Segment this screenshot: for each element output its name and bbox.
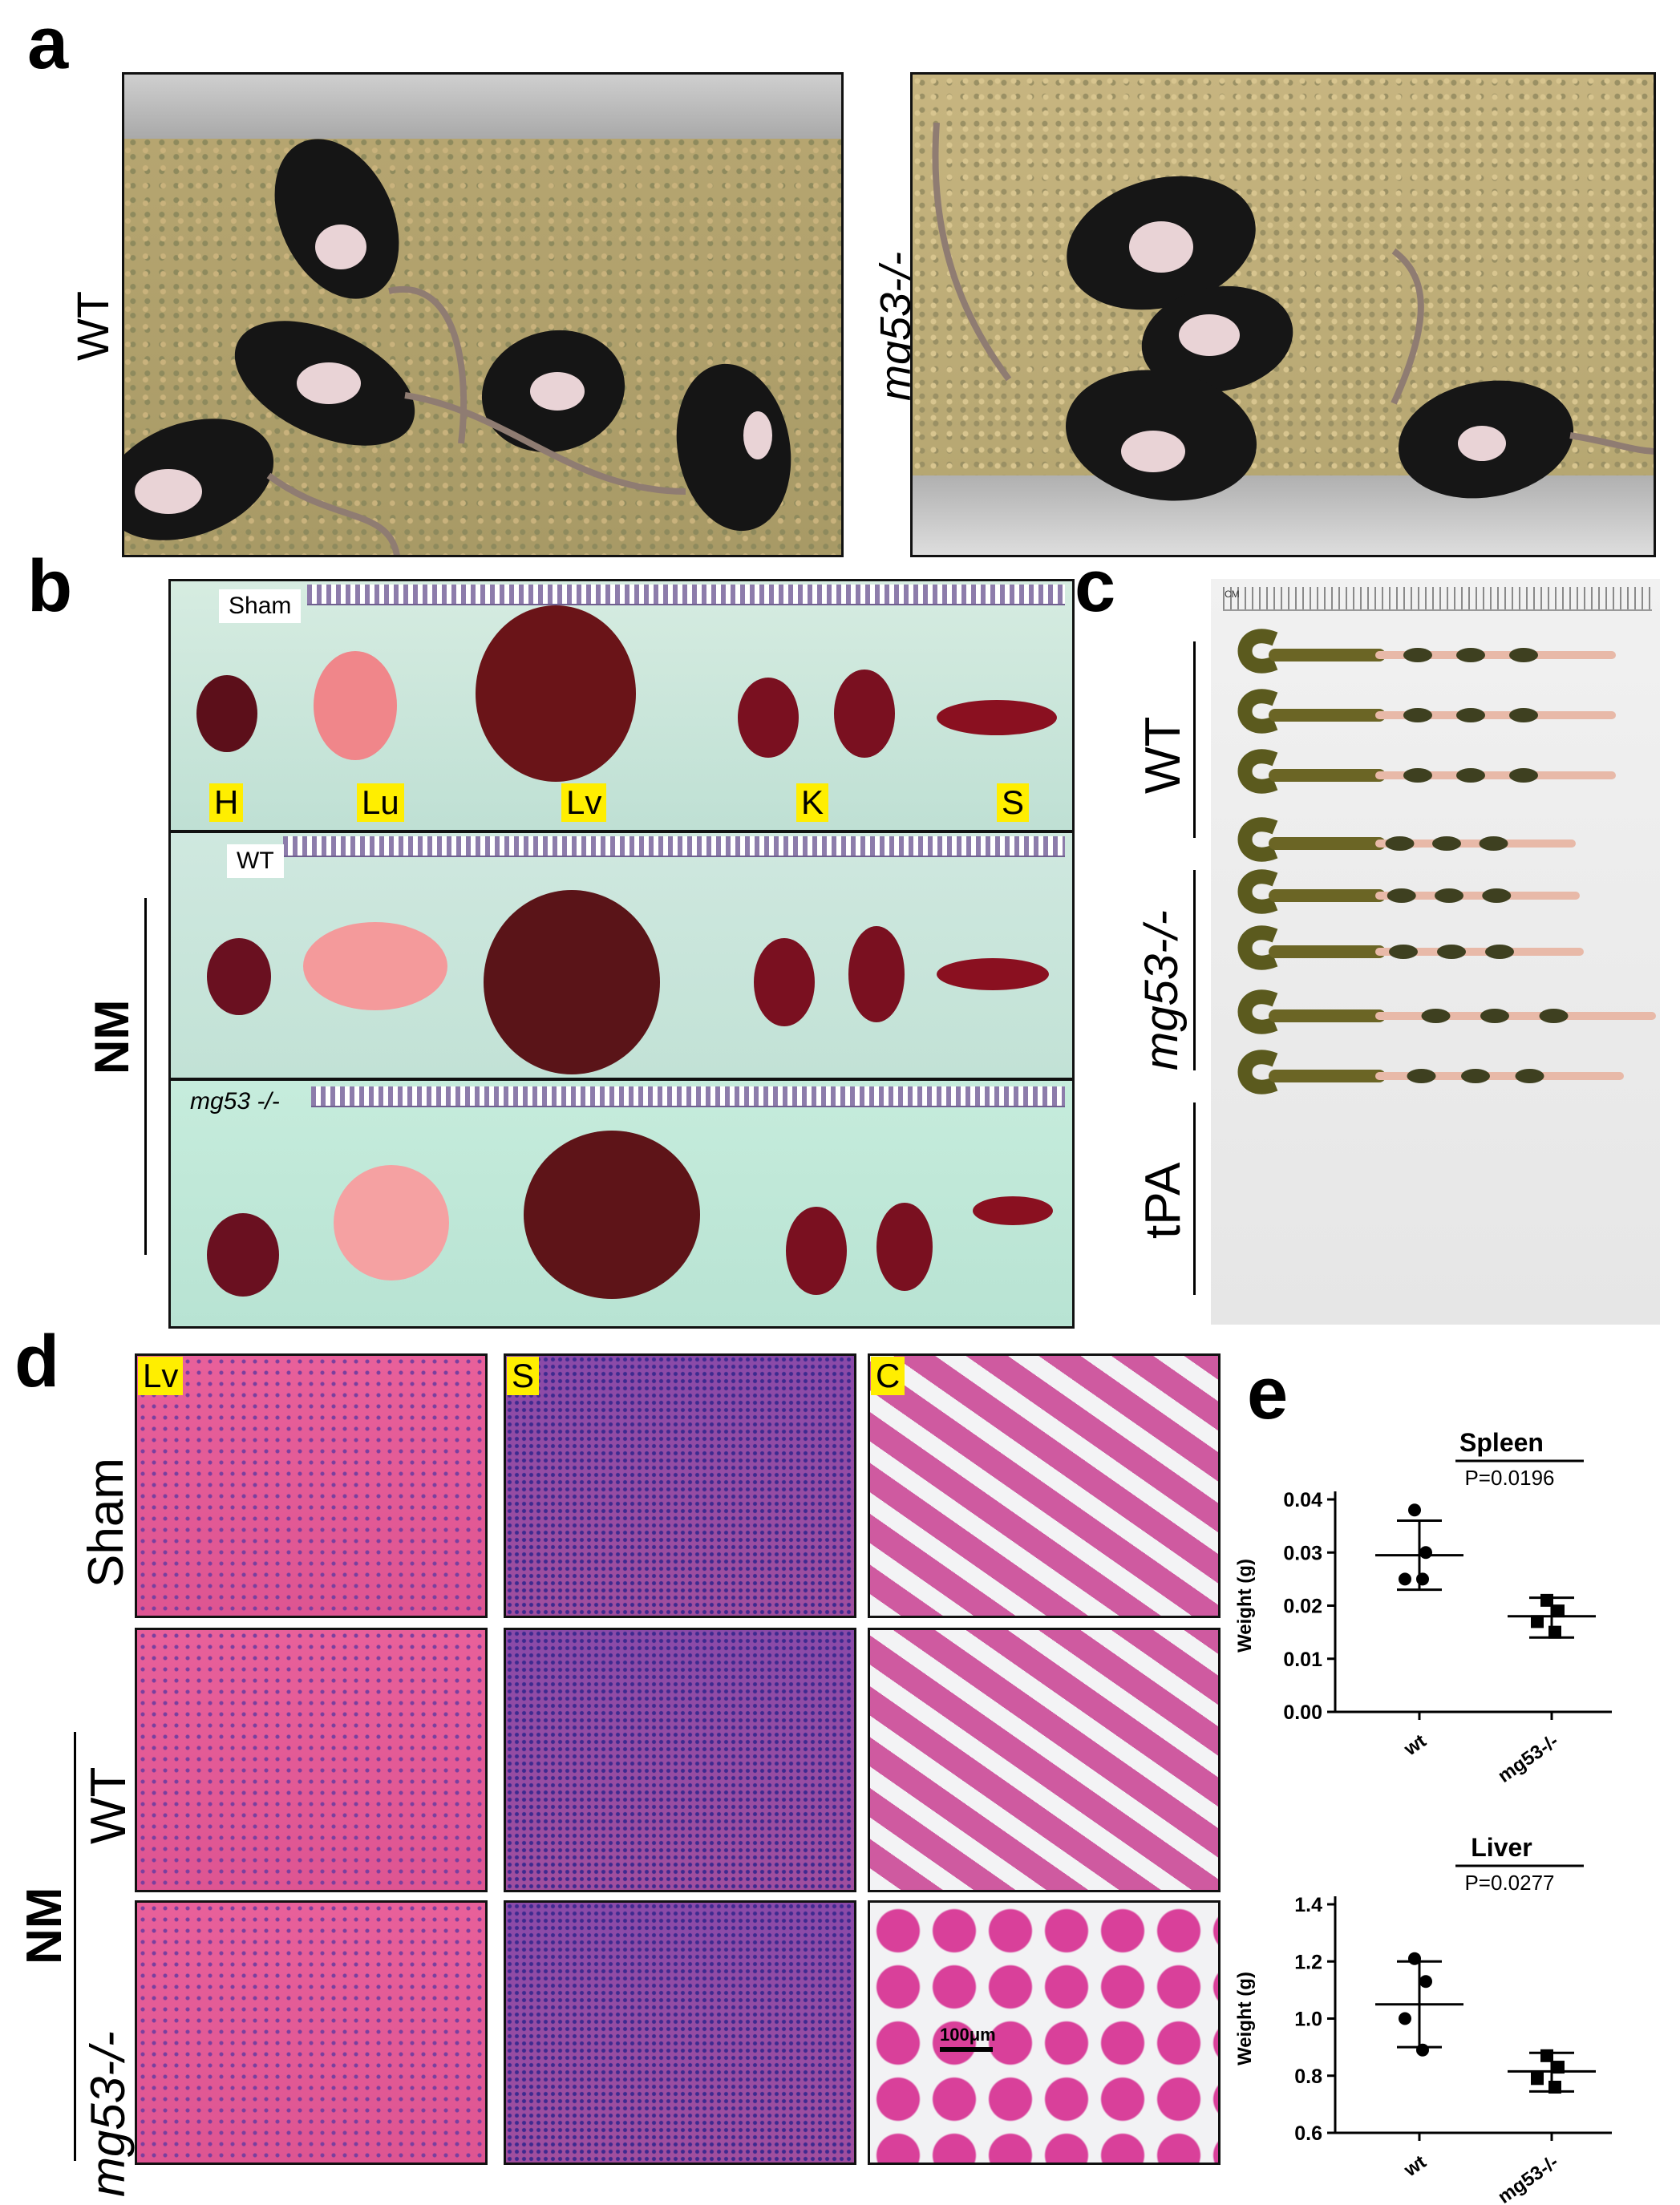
histo-liver-wt	[135, 1628, 488, 1892]
organ-label-spleen: S	[997, 783, 1030, 823]
x-tick-label: wt	[1399, 1730, 1430, 1761]
intestine-7	[1237, 989, 1656, 1034]
chart-liver: Liver P=0.0277 0.6 0.8 1.0 1.2 1.4 Weight (g) wt…	[1235, 1833, 1612, 2205]
histo-liver-mg53	[135, 1900, 488, 2165]
y-tick-label: 0.02	[1283, 1596, 1322, 1618]
panel-b-organ-photo: Sham WT mg53 -/-	[168, 579, 1075, 1329]
y-axis-label: Weight (g)	[1235, 1559, 1256, 1653]
row-tag-sham: Sham	[219, 589, 302, 623]
panel-e-charts: Spleen P=0.0196 0.00 0.01 0.02 0.03 0.04 Weight…	[1235, 1428, 1612, 2205]
intestine-2	[1237, 689, 1616, 734]
histo-col-label-spleen: S	[507, 1357, 540, 1396]
panel-letter-e: e	[1247, 1353, 1289, 1434]
x-tick-label: mg53-/-	[1494, 2151, 1562, 2205]
panel-letter-d: d	[14, 1321, 60, 1402]
y-tick-label: 0.01	[1283, 1649, 1322, 1671]
histo-colon-mg53	[868, 1900, 1221, 2165]
p-value-label: P=0.0196	[1464, 1466, 1554, 1490]
wt-mice-drawing	[124, 139, 791, 555]
row-tag-wt: WT	[227, 844, 284, 878]
panel-a-mg53-mice-photo	[910, 72, 1656, 557]
data-point	[1399, 2012, 1411, 2025]
intestine-5	[1237, 869, 1580, 914]
data-point	[1531, 2072, 1544, 2086]
histo-spleen-mg53	[504, 1900, 856, 2165]
ruler-sham	[307, 585, 1065, 605]
histo-nm-label: NM	[17, 1887, 72, 1964]
organs-drawing	[196, 605, 1057, 1299]
data-point	[1399, 1572, 1411, 1586]
data-point	[1552, 1604, 1565, 1618]
panel-c-ruler-label: CM	[1225, 589, 1240, 600]
organ-label-liver: Lv	[561, 783, 607, 823]
y-tick-label: 0.6	[1294, 2122, 1322, 2145]
organ-label-kidney: K	[796, 783, 829, 823]
y-tick-label: 1.0	[1294, 2009, 1322, 2031]
intestine-1	[1237, 629, 1616, 674]
x-tick-label: wt	[1399, 2151, 1430, 2182]
data-point	[1531, 1615, 1544, 1628]
scale-bar-label: 100μm	[940, 2025, 996, 2045]
histo-row-label-mg53: mg53-/-	[81, 2031, 135, 2197]
histo-colon-wt	[868, 1628, 1221, 1892]
intestine-4	[1237, 817, 1576, 862]
ruler-mg53	[311, 1086, 1065, 1107]
panel-c-wt-label: WT	[1136, 716, 1191, 794]
mg53-mice-drawing	[932, 122, 1654, 501]
data-point	[1408, 1503, 1421, 1517]
histo-nm-bracket	[74, 1732, 76, 2161]
y-tick-label: 0.03	[1283, 1542, 1322, 1564]
histo-col-label-colon: C	[871, 1357, 905, 1396]
panel-letter-a: a	[27, 2, 69, 84]
data-point	[1416, 2043, 1429, 2057]
scale-bar: 100μm	[940, 2025, 996, 2052]
histo-row-label-wt: WT	[81, 1766, 136, 1844]
y-tick-label: 1.4	[1294, 1894, 1322, 1916]
organ-label-heart: H	[209, 783, 244, 823]
y-tick-label: 1.2	[1294, 1951, 1322, 1973]
panel-c-tpa-bracket	[1193, 1102, 1196, 1295]
data-point	[1419, 1546, 1432, 1560]
panel-c-wt-bracket	[1193, 641, 1196, 838]
chart-title: Liver	[1471, 1833, 1532, 1862]
histo-col-label-liver: Lv	[138, 1357, 184, 1396]
data-point	[1419, 1975, 1432, 1989]
chart-title: Spleen	[1459, 1428, 1544, 1457]
intestine-3	[1237, 749, 1616, 794]
histo-row-label-sham: Sham	[79, 1458, 134, 1588]
panel-c-intestine-photo: CM	[1211, 579, 1660, 1325]
y-tick-label: 0.8	[1294, 2065, 1322, 2088]
panel-b-nm-bracket	[144, 898, 147, 1255]
panel-a-wt-label: WT	[67, 290, 118, 361]
y-tick-label: 0.00	[1283, 1701, 1322, 1724]
panel-letter-b: b	[27, 545, 73, 627]
chart-spleen: Spleen P=0.0196 0.00 0.01 0.02 0.03 0.04 Weight…	[1235, 1428, 1612, 1787]
panel-c-mg53-bracket	[1193, 870, 1196, 1070]
panel-letter-c: c	[1075, 545, 1116, 627]
ruler-wt	[283, 836, 1065, 857]
panel-c-mg53-label: mg53-/-	[1136, 910, 1188, 1070]
p-value-label: P=0.0277	[1464, 1871, 1554, 1895]
panel-c-tpa-label: tPA	[1136, 1162, 1191, 1239]
organ-label-lung: Lu	[357, 783, 404, 823]
histo-colon-sham	[868, 1353, 1221, 1618]
histo-spleen-wt	[504, 1628, 856, 1892]
x-tick-label: mg53-/-	[1494, 1730, 1562, 1787]
histo-liver-sham	[135, 1353, 488, 1618]
panel-a-wt-mice-photo	[122, 72, 844, 557]
y-tick-label: 0.04	[1283, 1489, 1322, 1511]
histo-spleen-sham	[504, 1353, 856, 1618]
intestines-drawing	[1237, 629, 1656, 1094]
row-tag-mg53: mg53 -/-	[190, 1088, 280, 1115]
intestine-6	[1237, 925, 1584, 970]
panel-b-nm-label: NM	[85, 999, 139, 1074]
panel-c-ruler: CM	[1223, 587, 1652, 611]
y-axis-label: Weight (g)	[1235, 1972, 1256, 2065]
data-point	[1416, 1572, 1429, 1586]
intestine-8	[1237, 1050, 1624, 1094]
